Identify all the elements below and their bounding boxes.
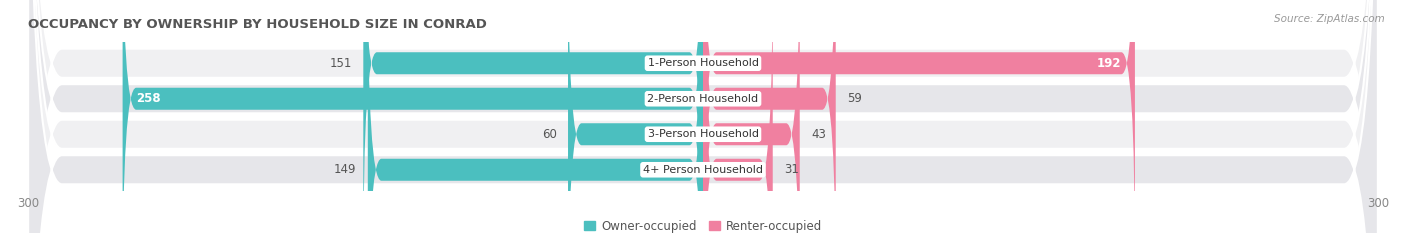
Text: 1-Person Household: 1-Person Household	[648, 58, 758, 68]
FancyBboxPatch shape	[28, 0, 1378, 233]
FancyBboxPatch shape	[703, 0, 800, 233]
Text: 192: 192	[1097, 57, 1122, 70]
Legend: Owner-occupied, Renter-occupied: Owner-occupied, Renter-occupied	[579, 215, 827, 233]
FancyBboxPatch shape	[28, 0, 1378, 233]
FancyBboxPatch shape	[568, 0, 703, 233]
FancyBboxPatch shape	[28, 0, 1378, 233]
Text: 4+ Person Household: 4+ Person Household	[643, 165, 763, 175]
FancyBboxPatch shape	[703, 0, 1135, 233]
Text: 149: 149	[335, 163, 357, 176]
Text: 258: 258	[136, 92, 160, 105]
FancyBboxPatch shape	[703, 0, 773, 233]
Text: 2-Person Household: 2-Person Household	[647, 94, 759, 104]
FancyBboxPatch shape	[28, 0, 1378, 233]
Text: 31: 31	[785, 163, 799, 176]
FancyBboxPatch shape	[363, 0, 703, 233]
Text: 59: 59	[846, 92, 862, 105]
Text: 3-Person Household: 3-Person Household	[648, 129, 758, 139]
Text: 151: 151	[329, 57, 352, 70]
Text: 60: 60	[541, 128, 557, 141]
Text: 43: 43	[811, 128, 825, 141]
Text: Source: ZipAtlas.com: Source: ZipAtlas.com	[1274, 14, 1385, 24]
FancyBboxPatch shape	[368, 0, 703, 233]
FancyBboxPatch shape	[122, 0, 703, 233]
FancyBboxPatch shape	[703, 0, 835, 233]
Text: OCCUPANCY BY OWNERSHIP BY HOUSEHOLD SIZE IN CONRAD: OCCUPANCY BY OWNERSHIP BY HOUSEHOLD SIZE…	[28, 18, 486, 31]
